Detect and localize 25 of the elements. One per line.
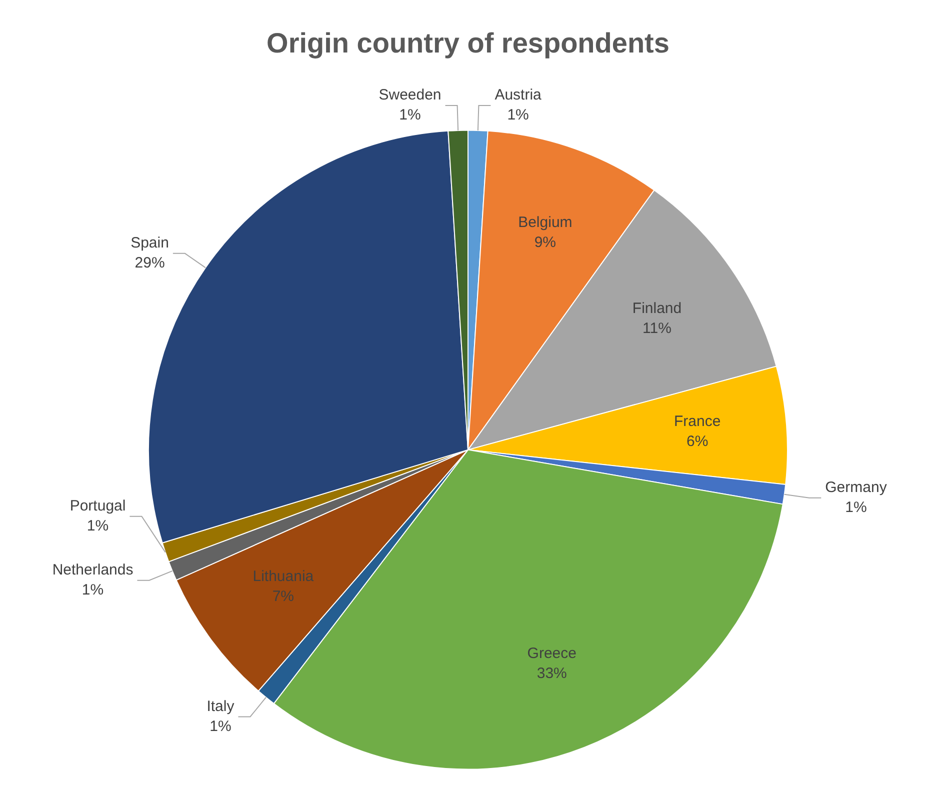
data-label: 1%	[845, 499, 867, 516]
data-label: 6%	[686, 433, 708, 450]
slice-label: Belgium	[518, 214, 572, 232]
slice-label: Lithuania	[252, 568, 314, 585]
slice-label: France	[674, 413, 721, 430]
slice-label: Portugal	[70, 497, 126, 514]
slice-label: Austria	[494, 86, 542, 104]
slice-label: Italy	[206, 698, 235, 715]
slice-label: Spain	[130, 234, 169, 252]
slice-label: Greece	[527, 645, 576, 662]
slice-label: Germany	[825, 479, 888, 496]
data-label: 11%	[642, 320, 672, 337]
data-label: 29%	[134, 254, 165, 272]
slice-label: Finland	[632, 300, 682, 317]
data-label: 33%	[536, 665, 567, 682]
data-label: 1%	[210, 718, 232, 735]
slice-label: Netherlands	[52, 562, 134, 579]
data-label: 1%	[86, 517, 109, 534]
data-label: 7%	[272, 588, 294, 605]
data-label: 1%	[399, 106, 421, 124]
data-label: 9%	[534, 234, 556, 252]
data-label: 1%	[82, 582, 104, 599]
data-label: 1%	[507, 106, 529, 124]
chart-title: Origin country of respondents	[266, 28, 670, 59]
slice-label: Sweeden	[378, 86, 442, 104]
